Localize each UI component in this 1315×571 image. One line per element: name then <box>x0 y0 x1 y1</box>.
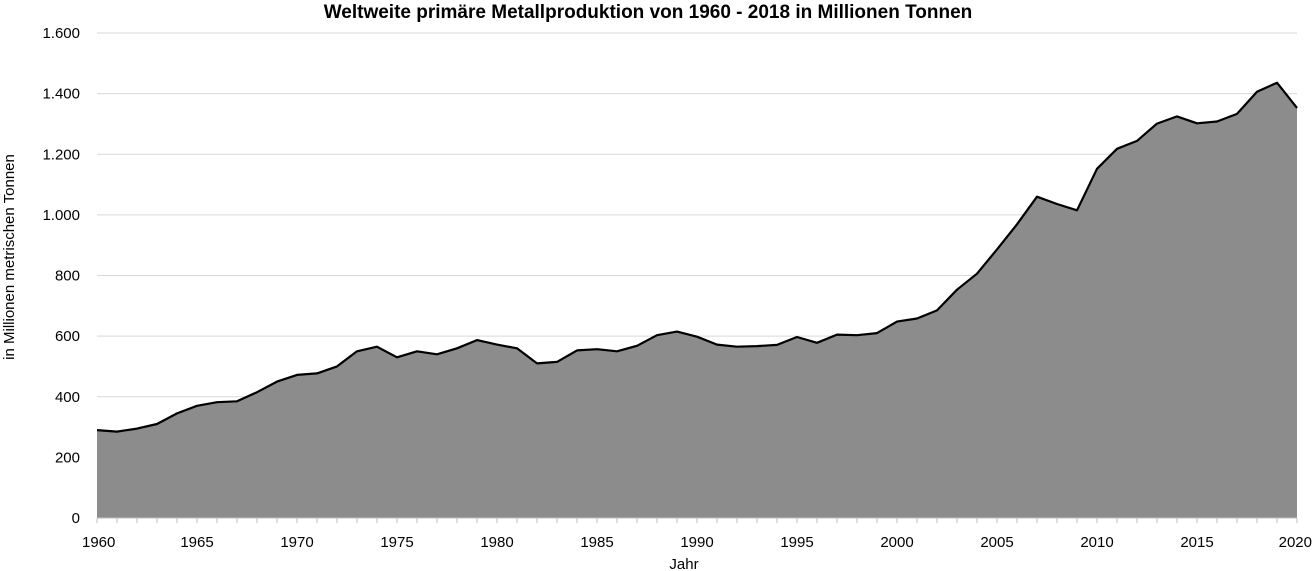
production-area <box>97 82 1297 518</box>
x-tick-label: 1960 <box>82 534 115 551</box>
x-tick-label: 1975 <box>380 534 413 551</box>
x-tick-label: 1965 <box>180 534 213 551</box>
x-tick-label: 1990 <box>680 534 713 551</box>
y-tick-label: 400 <box>55 389 80 406</box>
y-axis-ticks: 0 200 400 600 800 1.000 1.200 1.400 1.600 <box>42 25 80 527</box>
chart-title: Weltweite primäre Metallproduktion von 1… <box>324 2 973 23</box>
y-axis-label: in Millionen metrischen Tonnen <box>1 154 18 360</box>
y-tick-label: 1.600 <box>42 25 80 42</box>
y-tick-label: 800 <box>55 268 80 285</box>
x-tick-label: 2005 <box>980 534 1013 551</box>
x-tick-label: 2020 <box>1279 534 1312 551</box>
x-axis-ticks: 1960 1965 1970 1975 1980 1985 1990 1995 2000 2005… <box>82 518 1312 551</box>
y-tick-label: 200 <box>55 449 80 466</box>
x-tick-label: 1985 <box>580 534 613 551</box>
y-tick-label: 1.200 <box>42 146 80 163</box>
y-tick-label: 1.000 <box>42 207 80 224</box>
y-tick-label: 0 <box>72 510 80 527</box>
x-tick-label: 1995 <box>780 534 813 551</box>
x-tick-label: 2000 <box>880 534 913 551</box>
x-tick-label: 2015 <box>1180 534 1213 551</box>
production-line <box>96 81 1298 433</box>
x-axis-label: Jahr <box>669 556 698 571</box>
y-tick-label: 1.400 <box>42 86 80 103</box>
x-tick-label: 1980 <box>480 534 513 551</box>
x-tick-label: 1970 <box>280 534 313 551</box>
y-tick-label: 600 <box>55 328 80 345</box>
x-tick-label: 2010 <box>1080 534 1113 551</box>
